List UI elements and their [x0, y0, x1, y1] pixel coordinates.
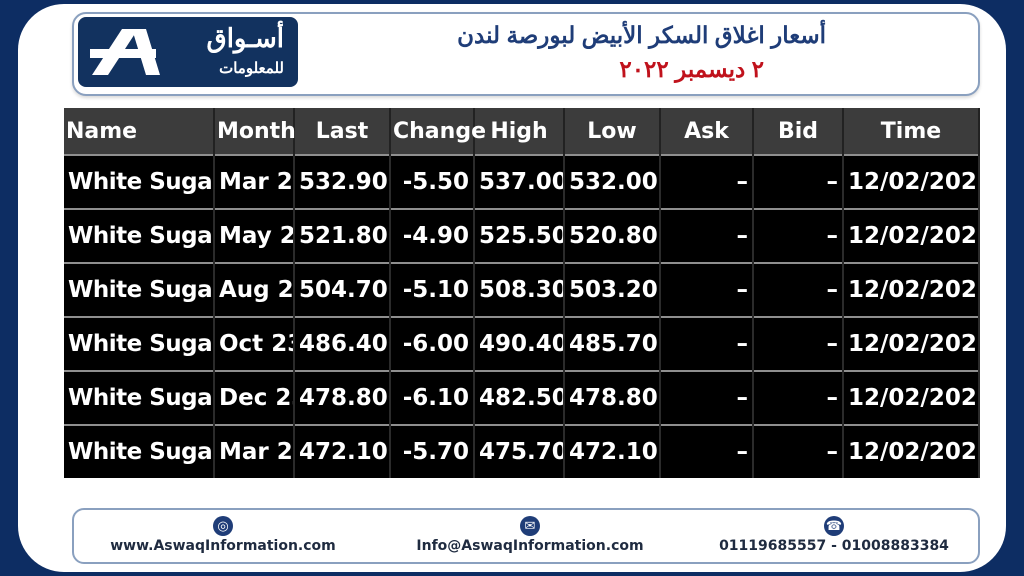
table-row: White Sugar #5 May 23 521.80s -4.90 525.…: [64, 208, 980, 263]
aswaq-logo: أسـواق للمعلومات: [78, 17, 298, 87]
cell-last: 521.80s: [294, 208, 391, 263]
cell-time: 12/02/2022: [843, 208, 980, 263]
cell-month: May 23: [214, 208, 295, 263]
cell-name: White Sugar #5: [64, 316, 215, 371]
cell-month: Mar 23: [214, 154, 295, 209]
column-header-change: Change: [390, 108, 486, 155]
cell-change: -6.00: [390, 316, 475, 371]
globe-icon: ◎: [213, 516, 233, 536]
column-header-last: Last: [294, 108, 391, 155]
prices-table: Name Month Last Change High Low Ask Bid …: [64, 108, 980, 478]
cell-ask: –: [660, 154, 754, 209]
table-row: White Sugar #5 Dec 23 478.80s -6.10 482.…: [64, 370, 980, 425]
cell-low: 478.80: [564, 370, 661, 425]
report-date: ٢ ديسمبر ٢٠٢٢: [619, 56, 764, 82]
cell-bid: –: [753, 370, 844, 425]
cell-ask: –: [660, 316, 754, 371]
cell-name: White Sugar #5: [64, 424, 215, 478]
cell-name: White Sugar #5: [64, 208, 215, 263]
cell-low: 532.00: [564, 154, 661, 209]
cell-name: White Sugar #5: [64, 370, 215, 425]
cell-high: 525.50: [474, 208, 565, 263]
cell-last: 504.70s: [294, 262, 391, 317]
phone-icon: ☎: [824, 516, 844, 536]
contact-footer: ◎ www.AswaqInformation.com ✉ Info@AswaqI…: [72, 508, 980, 564]
cell-month: Aug 23: [214, 262, 295, 317]
cell-change: -4.90: [390, 208, 475, 263]
cell-change: -6.10: [390, 370, 475, 425]
cell-low: 485.70: [564, 316, 661, 371]
cell-last: 486.40s: [294, 316, 391, 371]
cell-time: 12/02/2022: [843, 316, 980, 371]
cell-change: -5.50: [390, 154, 475, 209]
column-header-name: Name: [64, 108, 215, 155]
cell-bid: –: [753, 262, 844, 317]
cell-bid: –: [753, 316, 844, 371]
cell-bid: –: [753, 424, 844, 478]
footer-phones: ☎ 01119685557 - 01008883384: [698, 516, 970, 554]
footer-website: ◎ www.AswaqInformation.com: [88, 516, 358, 554]
column-header-ask: Ask: [660, 108, 754, 155]
cell-last: 478.80s: [294, 370, 391, 425]
cell-time: 12/02/2022: [843, 424, 980, 478]
table-row: White Sugar #5 Oct 23 486.40s -6.00 490.…: [64, 316, 980, 371]
cell-low: 520.80: [564, 208, 661, 263]
cell-bid: –: [753, 208, 844, 263]
cell-name: White Sugar #5: [64, 154, 215, 209]
column-header-month: Month: [214, 108, 296, 155]
cell-month: Mar 24: [214, 424, 295, 478]
envelope-icon: ✉: [520, 516, 540, 536]
table-header-row: Name Month Last Change High Low Ask Bid …: [64, 108, 980, 155]
cell-high: 537.00: [474, 154, 565, 209]
cell-time: 12/02/2022: [843, 370, 980, 425]
aswaq-logo-mark: [90, 29, 160, 75]
logo-text-information: للمعلومات: [219, 60, 284, 77]
column-header-low: Low: [564, 108, 661, 155]
column-header-time: Time: [843, 108, 980, 155]
cell-month: Oct 23: [214, 316, 295, 371]
cell-last: 532.90s: [294, 154, 391, 209]
cell-ask: –: [660, 424, 754, 478]
footer-email: ✉ Info@AswaqInformation.com: [390, 516, 670, 554]
cell-ask: –: [660, 370, 754, 425]
logo-text-aswaq: أسـواق: [206, 23, 284, 53]
column-header-high: High: [474, 108, 565, 155]
table-row: White Sugar #5 Mar 24 472.10s -5.70 475.…: [64, 424, 980, 478]
column-header-bid: Bid: [753, 108, 844, 155]
website-link[interactable]: www.AswaqInformation.com: [110, 538, 336, 554]
cell-ask: –: [660, 208, 754, 263]
cell-month: Dec 23: [214, 370, 295, 425]
cell-high: 475.70: [474, 424, 565, 478]
cell-change: -5.70: [390, 424, 475, 478]
phone-numbers: 01119685557 - 01008883384: [719, 538, 949, 554]
cell-low: 503.20: [564, 262, 661, 317]
cell-high: 482.50: [474, 370, 565, 425]
cell-bid: –: [753, 154, 844, 209]
email-link[interactable]: Info@AswaqInformation.com: [416, 538, 644, 554]
cell-time: 12/02/2022: [843, 154, 980, 209]
cell-change: -5.10: [390, 262, 475, 317]
table-row: White Sugar #5 Aug 23 504.70s -5.10 508.…: [64, 262, 980, 317]
cell-name: White Sugar #5: [64, 262, 215, 317]
cell-high: 490.40: [474, 316, 565, 371]
cell-time: 12/02/2022: [843, 262, 980, 317]
page-title: أسعار اغلاق السكر الأبيض لبورصة لندن: [457, 22, 826, 48]
table-row: White Sugar #5 Mar 23 532.90s -5.50 537.…: [64, 154, 980, 209]
cell-high: 508.30: [474, 262, 565, 317]
cell-ask: –: [660, 262, 754, 317]
cell-last: 472.10s: [294, 424, 391, 478]
cell-low: 472.10: [564, 424, 661, 478]
